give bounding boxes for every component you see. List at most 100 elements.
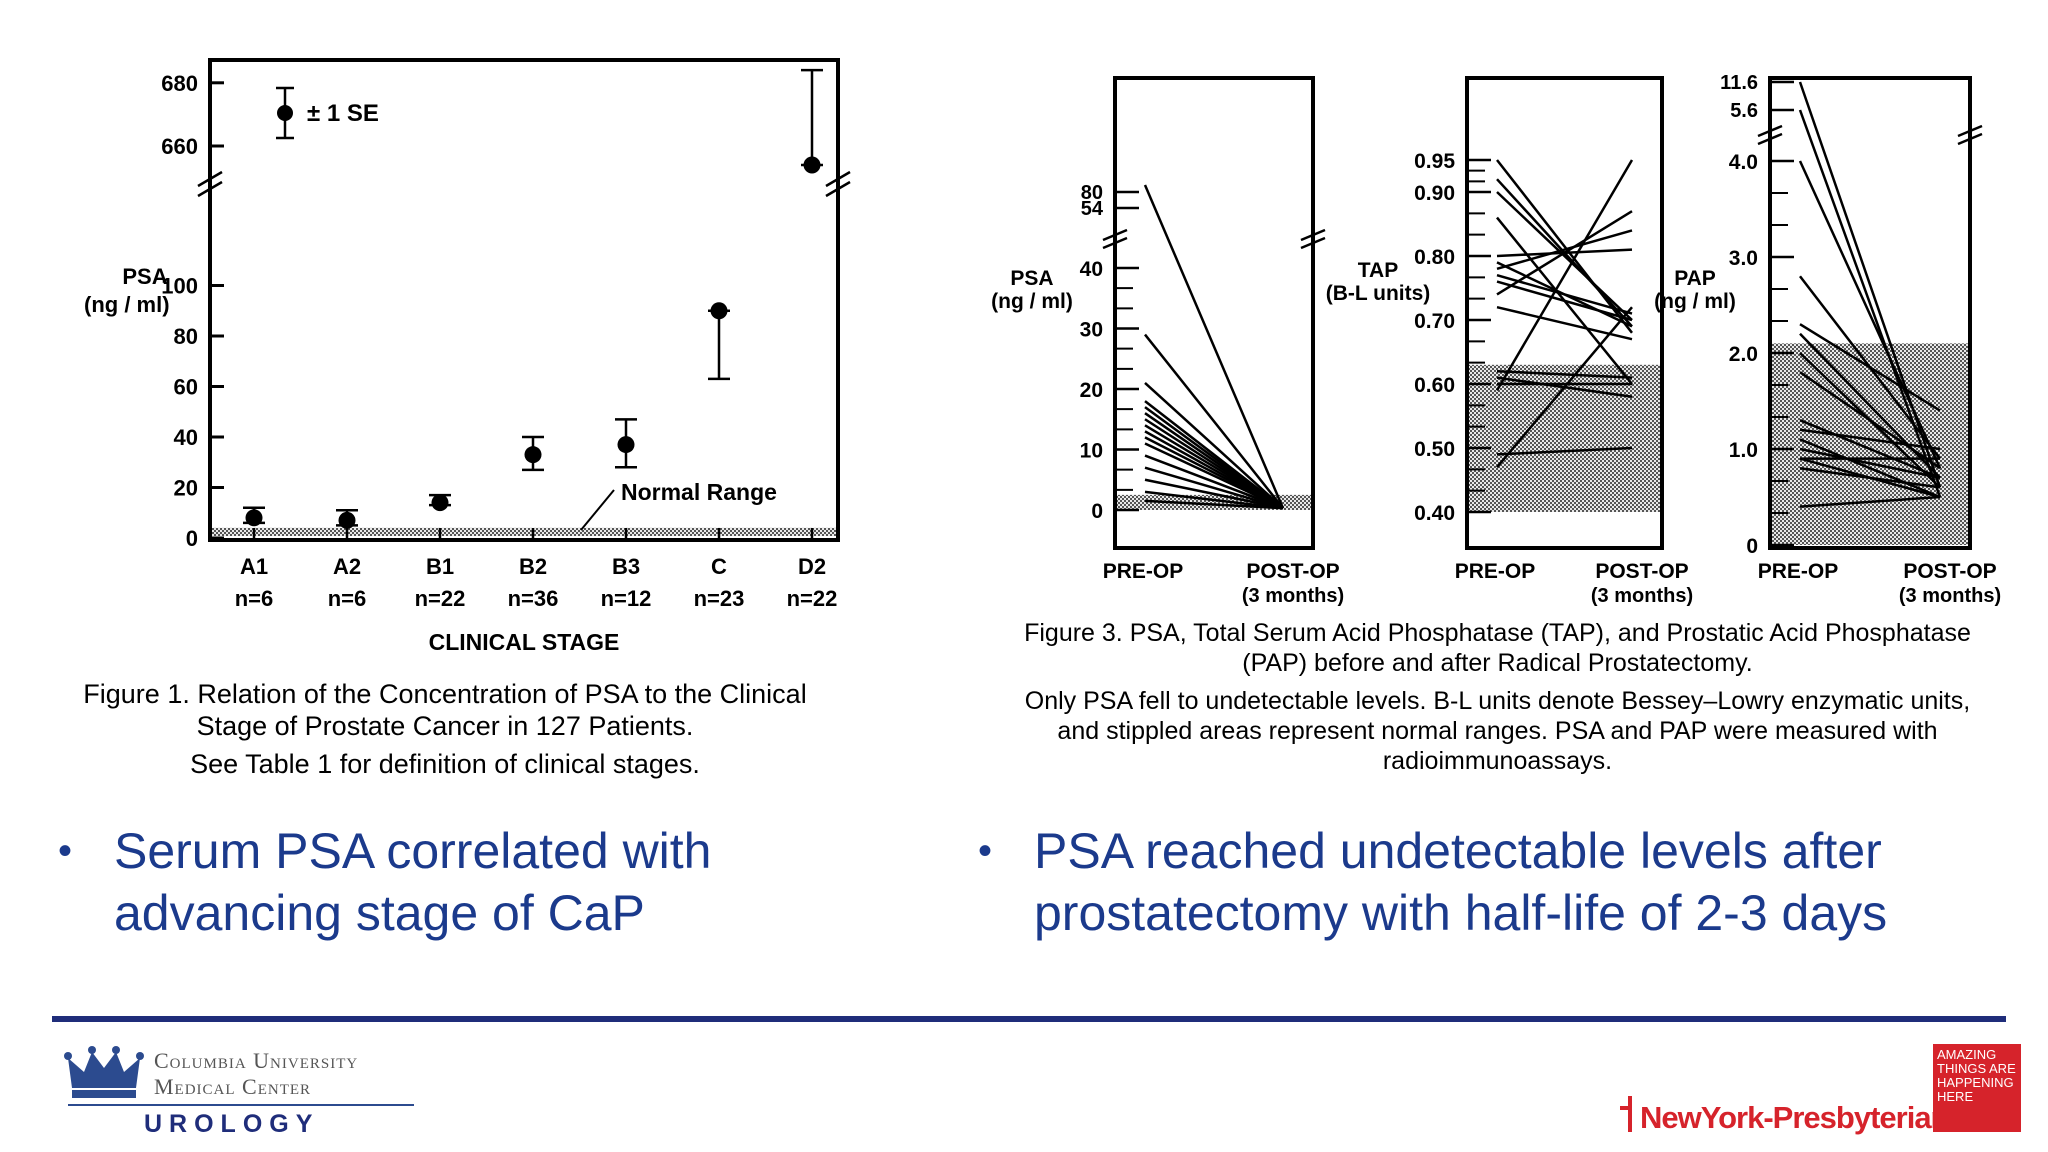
fig3-series-line [1798, 160, 1942, 469]
fig3-series-line [1799, 428, 1941, 451]
fig1-caption: Figure 1. Relation of the Concentration … [40, 678, 850, 780]
fig1-axis-break-right [825, 170, 851, 198]
fig3-series-line [1496, 306, 1633, 469]
fig1-caption-line3: See Table 1 for definition of clinical s… [190, 749, 700, 779]
fig3-series-line [1144, 478, 1284, 510]
fig1-xtick-label: B2 [519, 554, 547, 579]
fig1-axis-break-left [197, 170, 223, 198]
fig3-ytick-label: 80 [1081, 182, 1103, 204]
fig3-ytick-label: 3.0 [1729, 247, 1758, 270]
fig3-axis-break-right [1300, 228, 1326, 250]
fig3-series-line [1799, 447, 1941, 480]
fig3-caption-line5: radioimmunoassays. [1382, 747, 1613, 775]
fig3-ytick-label: 54 [1081, 198, 1104, 220]
fig3-ytick-label: 2.0 [1729, 343, 1758, 366]
fig3-axis-break-left [1102, 228, 1128, 250]
fig1-point-b1 [431, 494, 449, 512]
nyp-name: NewYork-Presbyterian [1640, 1100, 1949, 1135]
fig1-n-label: n=23 [694, 586, 745, 611]
fig3-series-line [1496, 229, 1633, 271]
fig3-panel-frame [1465, 76, 1664, 550]
fig3-series-line [1495, 159, 1634, 392]
fig3-ytick-label: 10 [1080, 440, 1103, 463]
fig3-series-line [1144, 466, 1284, 510]
fig1-xtick-label: B1 [426, 554, 454, 579]
fig3-series-line [1799, 466, 1941, 489]
fig3-ytick-label: 0 [1746, 535, 1758, 558]
fig1-ytick-label: 40 [174, 425, 198, 450]
fig1-ylabel-line2: (ng / ml) [84, 292, 170, 317]
fig3-ytick-label: 1.0 [1729, 439, 1758, 462]
columbia-logo: Columbia University Medical Center UROLO… [64, 1040, 444, 1148]
fig1-annotation-leader [580, 489, 615, 531]
fig3-ytick-label: 0.90 [1414, 182, 1455, 205]
fig3-ytick-label: 0.50 [1414, 438, 1455, 461]
fig1-xtick-label: D2 [798, 554, 826, 579]
fig3-series-line [1496, 210, 1633, 296]
fig3-panel-frame [1768, 76, 1972, 550]
fig3-ytick-label: 20 [1080, 379, 1103, 402]
fig3-xtick-label: POST-OP [1246, 560, 1339, 583]
columbia-department: UROLOGY [144, 1110, 320, 1138]
bullet-left: • Serum PSA correlated with advancing st… [58, 820, 712, 944]
bullet-left-line2: advancing stage of CaP [114, 885, 645, 941]
bullet-left-line1: Serum PSA correlated with [114, 823, 712, 879]
fig3-ytick-label: 30 [1080, 319, 1103, 342]
fig1-n-label: n=22 [415, 586, 466, 611]
fig3-series-line [1496, 191, 1633, 321]
fig3-ytick-label: 0.40 [1414, 502, 1455, 525]
fig1-frame [208, 58, 840, 542]
fig3-panel-frame [1113, 76, 1315, 550]
fig1-point-c [710, 302, 728, 320]
fig3-series-line [1144, 499, 1284, 510]
fig1-xlabel: CLINICAL STAGE [429, 629, 620, 655]
fig3-xtick-label: POST-OP [1903, 560, 1996, 583]
fig3-caption-line3: Only PSA fell to undetectable levels. B-… [1024, 687, 1971, 715]
fig1-n-label: n=6 [328, 586, 367, 611]
fig1-n-label: n=22 [787, 586, 838, 611]
fig3-xtick-label: PRE-OP [1103, 560, 1184, 583]
fig3-caption: Figure 3. PSA, Total Serum Acid Phosphat… [985, 618, 2010, 776]
fig3-caption-line4: and stippled areas represent normal rang… [1057, 717, 1938, 745]
fig3-axis-break-right [1957, 124, 1983, 146]
fig3-series-line [1496, 369, 1633, 379]
figure-1-psa-by-stage: 0 20 40 60 80 100 660 680 A1 n=6 A2 n=6 B1 n=22 B2 n=36… [84, 58, 851, 655]
fig3-ytick-label: 0 [1091, 500, 1103, 523]
fig3-ytick-label: 0.95 [1414, 150, 1455, 173]
fig1-point-d2 [803, 156, 821, 174]
columbia-name-line1: Columbia University [154, 1048, 359, 1073]
fig3-ytick-label: 11.6 [1720, 72, 1758, 94]
fig3-ylabel-line1: PSA [1010, 267, 1053, 290]
fig1-legend-label: ± 1 SE [307, 100, 379, 127]
fig1-ytick-label: 60 [174, 375, 198, 400]
fig3-xtick-sublabel: (3 months) [1242, 585, 1344, 607]
fig1-ytick-label: 660 [161, 134, 198, 159]
fig3-caption-line1: Figure 3. PSA, Total Serum Acid Phosphat… [1024, 619, 1971, 647]
bullet-marker: • [58, 829, 73, 873]
fig1-xtick-label: A1 [240, 554, 268, 579]
fig3-series-line [1144, 442, 1284, 510]
fig3-series-line [1144, 382, 1284, 510]
fig3-panel-tap: 0.40 0.50 0.60 0.70 0.80 0.90 0.95 TAP(B-L unit… [1326, 76, 1693, 607]
fig3-ylabel-line1: TAP [1358, 259, 1398, 282]
fig1-point-b2 [524, 446, 542, 464]
fig3-series-line [1144, 454, 1284, 510]
fig3-xtick-label: PRE-OP [1455, 560, 1536, 583]
fig1-annotation-normal-range: Normal Range [621, 479, 777, 505]
bullet-right-line2: prostatectomy with half-life of 2-3 days [1034, 885, 1888, 941]
crown-icon [64, 1046, 144, 1098]
fig1-caption-line2: Stage of Prostate Cancer in 127 Patients… [196, 711, 694, 741]
fig1-n-label: n=36 [508, 586, 559, 611]
fig3-xtick-label: POST-OP [1595, 560, 1688, 583]
fig3-series-line [1799, 419, 1941, 479]
fig3-normal-range-band [1469, 364, 1660, 512]
fig3-caption-line2: (PAP) before and after Radical Prostatec… [1242, 649, 1753, 677]
bullet-marker: • [978, 829, 993, 873]
fig3-ylabel-line2: (B-L units) [1326, 282, 1431, 305]
bullet-right-line1: PSA reached undetectable levels after [1034, 823, 1882, 879]
nyp-mark-icon [1620, 1096, 1632, 1132]
bullet-right: • PSA reached undetectable levels after … [978, 820, 1888, 944]
fig3-ylabel-line1: PAP [1674, 267, 1716, 290]
